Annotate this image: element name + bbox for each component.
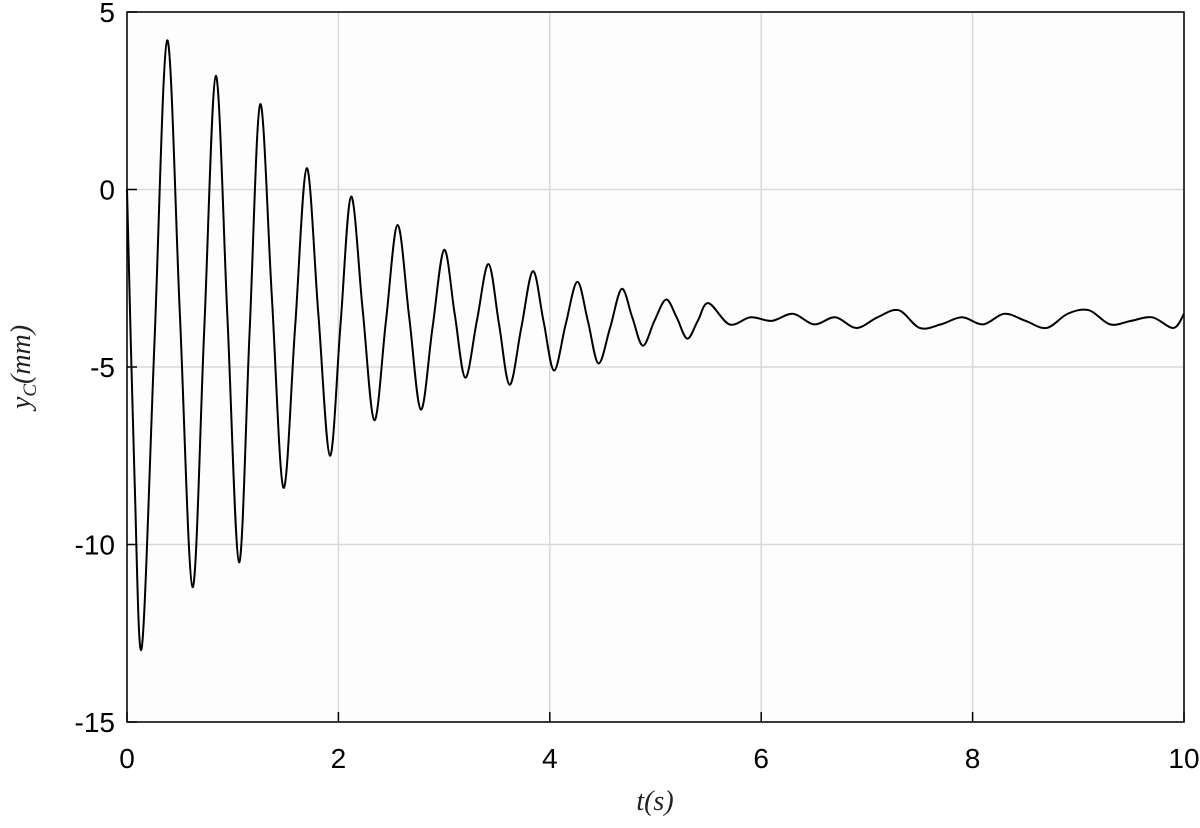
y-tick-label: -15 (75, 707, 115, 738)
x-tick-label: 6 (753, 743, 769, 774)
x-tick-label: 4 (542, 743, 558, 774)
y-label-unit: (mm) (6, 325, 37, 384)
y-label-base: y (6, 396, 37, 412)
x-tick-label: 10 (1168, 743, 1199, 774)
x-tick-label: 2 (331, 743, 347, 774)
lines (126, 39, 1185, 651)
y-label-subscript: C (20, 384, 41, 397)
data-line (126, 39, 1185, 651)
y-tick-label: -10 (75, 530, 115, 561)
y-tick-label: 5 (99, 0, 115, 28)
y-axis-label: yC(mm) (6, 325, 41, 412)
ticks: 0 2 4 6 8 10 -15 -10 -5 0 5 (75, 0, 1200, 774)
y-tick-label: 0 (99, 175, 115, 206)
x-tick-label: 0 (119, 743, 135, 774)
y-tick-label: -5 (90, 352, 115, 383)
x-tick-label: 8 (965, 743, 981, 774)
x-axis-label: t(s) (636, 786, 673, 817)
